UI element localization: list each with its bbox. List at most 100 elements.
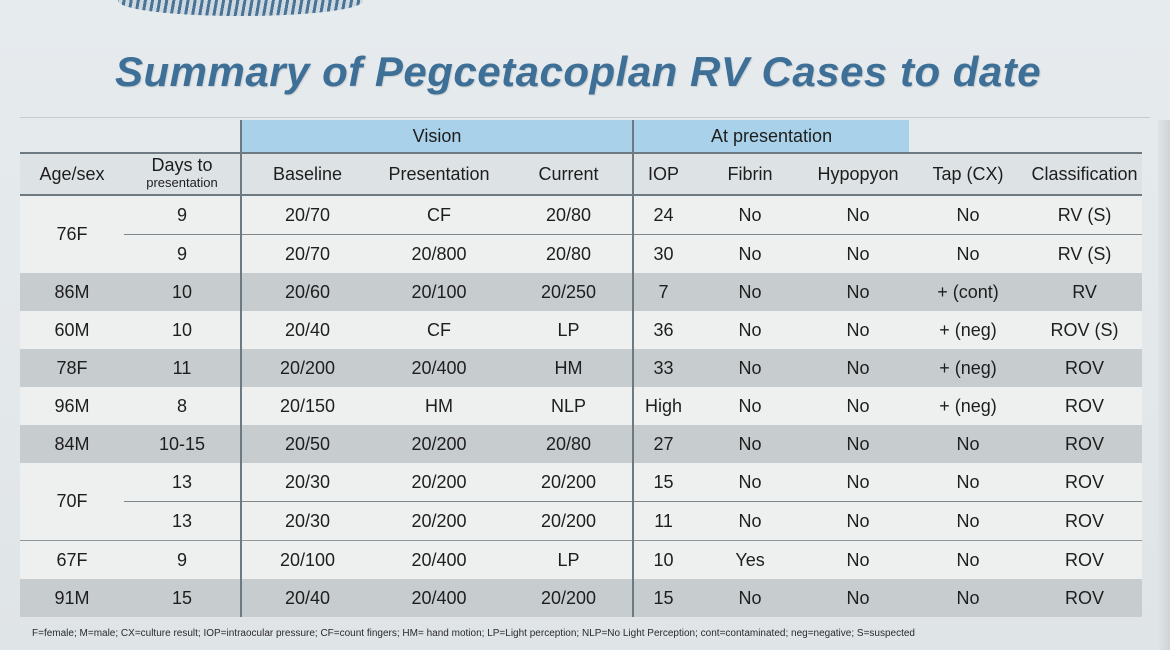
age-sex-cell: 78F bbox=[20, 349, 124, 387]
table-row: 67F 9 20/100 20/400 LP 10 Yes No No ROV bbox=[20, 540, 1143, 579]
baseline-cell: 20/40 bbox=[240, 311, 373, 349]
group-header-row: Vision At presentation bbox=[20, 120, 1142, 153]
current-cell: 20/80 bbox=[505, 234, 634, 273]
presentation-cell: 20/200 bbox=[373, 425, 505, 463]
baseline-cell: 20/100 bbox=[240, 540, 373, 579]
days-cell: 13 bbox=[124, 501, 241, 541]
current-cell: 20/80 bbox=[505, 195, 634, 235]
slide-title: Summary of Pegcetacoplan RV Cases to dat… bbox=[115, 48, 1042, 95]
current-cell: 20/200 bbox=[505, 501, 634, 541]
current-cell: 20/250 bbox=[505, 273, 634, 311]
current-cell: LP bbox=[505, 540, 634, 579]
table-row: 86M 10 20/60 20/100 20/250 7 No No + (co… bbox=[20, 273, 1143, 311]
current-cell: 20/200 bbox=[505, 579, 634, 617]
tap-cell: No bbox=[909, 501, 1028, 541]
hypopyon-cell: No bbox=[807, 349, 910, 387]
current-cell: 20/200 bbox=[505, 463, 634, 502]
classification-cell: ROV bbox=[1027, 349, 1143, 387]
hypopyon-cell: No bbox=[807, 387, 910, 425]
days-cell: 11 bbox=[124, 349, 241, 387]
presentation-cell: 20/400 bbox=[373, 349, 505, 387]
days-cell: 15 bbox=[124, 579, 241, 617]
fibrin-cell: No bbox=[693, 579, 808, 617]
tap-cell: + (cont) bbox=[909, 273, 1028, 311]
abbreviations-footnote: F=female; M=male; CX=culture result; IOP… bbox=[32, 628, 915, 639]
iop-cell: 24 bbox=[632, 195, 694, 235]
presentation-cell: 20/200 bbox=[373, 501, 505, 541]
age-sex-cell: 67F bbox=[20, 540, 124, 579]
col-fibrin: Fibrin bbox=[693, 152, 808, 196]
col-hypopyon: Hypopyon bbox=[807, 152, 910, 196]
hypopyon-cell: No bbox=[807, 425, 910, 463]
hypopyon-cell: No bbox=[807, 195, 910, 235]
presentation-cell: 20/100 bbox=[373, 273, 505, 311]
presentation-cell: CF bbox=[373, 311, 505, 349]
hypopyon-cell: No bbox=[807, 463, 910, 502]
baseline-cell: 20/70 bbox=[240, 195, 373, 235]
iop-cell: 10 bbox=[632, 540, 694, 579]
table-row: 96M 8 20/150 HM NLP High No No + (neg) R… bbox=[20, 387, 1143, 425]
table-row: 13 20/30 20/200 20/200 11 No No No ROV bbox=[20, 501, 1143, 541]
hypopyon-cell: No bbox=[807, 501, 910, 541]
presentation-cell: CF bbox=[373, 195, 505, 235]
col-days-to-presentation: Days to presentation bbox=[124, 152, 241, 196]
fibrin-cell: No bbox=[693, 387, 808, 425]
vision-group-header: Vision bbox=[239, 120, 635, 153]
fibrin-cell: No bbox=[693, 273, 808, 311]
age-sex-cell: 70F bbox=[20, 463, 124, 541]
presentation-cell: 20/400 bbox=[373, 579, 505, 617]
tap-cell: No bbox=[909, 195, 1028, 235]
presentation-cell: 20/400 bbox=[373, 540, 505, 579]
table-row: 84M 10-15 20/50 20/200 20/80 27 No No No… bbox=[20, 425, 1143, 463]
hypopyon-cell: No bbox=[807, 540, 910, 579]
col-current: Current bbox=[505, 152, 634, 196]
iop-cell: 15 bbox=[632, 463, 694, 502]
classification-cell: ROV bbox=[1027, 579, 1143, 617]
classification-cell: ROV bbox=[1027, 540, 1143, 579]
current-cell: LP bbox=[505, 311, 634, 349]
hypopyon-cell: No bbox=[807, 273, 910, 311]
iop-cell: 11 bbox=[632, 501, 694, 541]
fibrin-cell: No bbox=[693, 195, 808, 235]
col-classification: Classification bbox=[1027, 152, 1143, 196]
tap-cell: No bbox=[909, 540, 1028, 579]
classification-cell: ROV bbox=[1027, 387, 1143, 425]
presentation-cell: 20/200 bbox=[373, 463, 505, 502]
days-cell: 10 bbox=[124, 273, 241, 311]
baseline-cell: 20/30 bbox=[240, 501, 373, 541]
baseline-cell: 20/150 bbox=[240, 387, 373, 425]
days-cell: 9 bbox=[124, 234, 241, 273]
classification-cell: ROV bbox=[1027, 463, 1143, 502]
presentation-cell: HM bbox=[373, 387, 505, 425]
table-row: 9 20/70 20/800 20/80 30 No No No RV (S) bbox=[20, 234, 1143, 273]
at-presentation-group-header: At presentation bbox=[633, 120, 910, 153]
col-iop: IOP bbox=[632, 152, 694, 196]
iop-cell: 30 bbox=[632, 234, 694, 273]
iop-cell: 36 bbox=[632, 311, 694, 349]
table-row: 76F 9 20/70 CF 20/80 24 No No No RV (S) bbox=[20, 195, 1143, 273]
classification-cell: ROV bbox=[1027, 425, 1143, 463]
baseline-cell: 20/200 bbox=[240, 349, 373, 387]
iop-cell: High bbox=[632, 387, 694, 425]
col-baseline: Baseline bbox=[240, 152, 373, 196]
current-cell: 20/80 bbox=[505, 425, 634, 463]
fibrin-cell: No bbox=[693, 311, 808, 349]
fibrin-cell: No bbox=[693, 501, 808, 541]
tap-cell: No bbox=[909, 234, 1028, 273]
baseline-cell: 20/60 bbox=[240, 273, 373, 311]
age-sex-cell: 84M bbox=[20, 425, 124, 463]
tap-cell: + (neg) bbox=[909, 311, 1028, 349]
table-row: 78F 11 20/200 20/400 HM 33 No No + (neg)… bbox=[20, 349, 1143, 387]
days-cell: 9 bbox=[124, 195, 241, 235]
classification-cell: RV (S) bbox=[1027, 195, 1143, 235]
classification-cell: ROV bbox=[1027, 501, 1143, 541]
baseline-cell: 20/30 bbox=[240, 463, 373, 502]
col-presentation: Presentation bbox=[373, 152, 505, 196]
col-tap: Tap (CX) bbox=[909, 152, 1028, 196]
tap-cell: No bbox=[909, 463, 1028, 502]
col-days-line1: Days to bbox=[151, 155, 213, 175]
tap-cell: No bbox=[909, 579, 1028, 617]
iop-cell: 7 bbox=[632, 273, 694, 311]
age-sex-cell: 91M bbox=[20, 579, 124, 617]
age-sex-cell: 60M bbox=[20, 311, 124, 349]
